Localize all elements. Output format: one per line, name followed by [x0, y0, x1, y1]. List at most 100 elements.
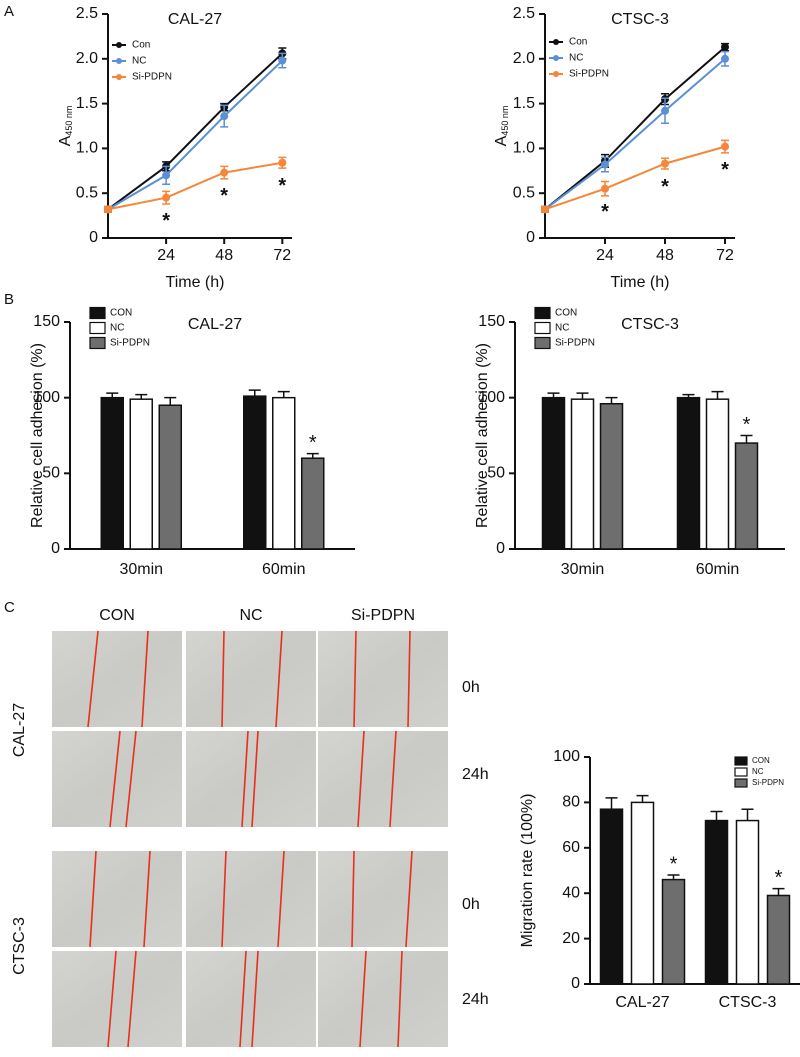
- error-bar: [248, 389, 261, 397]
- y-tick-label: 100: [33, 389, 60, 406]
- micrograph: [318, 851, 448, 947]
- legend-label: Si-PDPN: [132, 72, 172, 83]
- point: [541, 205, 549, 214]
- legend-swatch: [89, 306, 106, 320]
- point: [104, 205, 112, 214]
- wound-edge: [397, 950, 403, 1048]
- x-tick-label: 72: [273, 247, 291, 264]
- error-bar: [106, 392, 119, 398]
- point: [601, 160, 609, 169]
- point: [162, 193, 171, 202]
- error-bar: [667, 874, 680, 880]
- legend-label: CON: [752, 756, 770, 765]
- row-label: CAL-27: [11, 703, 28, 757]
- series-line: [107, 161, 283, 211]
- bar: [243, 395, 267, 550]
- significance-mark: *: [775, 867, 783, 889]
- y-tick-label: 1.0: [76, 140, 98, 157]
- micrograph: [186, 631, 316, 727]
- legend-swatch: [89, 321, 106, 335]
- wound-edge: [141, 630, 149, 728]
- bar: [705, 398, 730, 550]
- y-tick-label: 60: [562, 839, 580, 856]
- y-tick-label: 20: [562, 930, 580, 947]
- x-tick-label: 24: [157, 247, 175, 264]
- bar: [735, 819, 760, 985]
- micrograph: [186, 731, 316, 827]
- wound-edge: [109, 730, 121, 828]
- y-axis-label-main: A: [57, 135, 74, 146]
- wound-edge: [241, 730, 249, 828]
- bar: [158, 404, 182, 550]
- legend-swatch: [534, 306, 551, 320]
- legend-marker: [116, 42, 122, 48]
- x-axis-label: Time (h): [611, 274, 670, 291]
- y-tick-label: 150: [478, 313, 505, 330]
- bar: [734, 442, 759, 550]
- legend-label: Si-PDPN: [110, 338, 150, 349]
- wound-edge: [107, 950, 117, 1048]
- error-bar: [740, 434, 753, 444]
- significance-mark: *: [743, 414, 751, 436]
- point: [721, 142, 729, 151]
- x-tick-label: 24: [596, 247, 614, 264]
- bar: [129, 398, 153, 550]
- y-tick-label: 1.5: [513, 95, 535, 112]
- bar: [301, 457, 325, 550]
- error-bar: [135, 393, 148, 400]
- wound-edge: [353, 630, 357, 728]
- panel-label: B: [4, 291, 14, 308]
- y-tick-label: 1.0: [513, 140, 535, 157]
- y-axis-label: A450 nm: [57, 106, 74, 147]
- error-bar: [164, 396, 177, 406]
- y-tick-label: 0: [89, 229, 98, 246]
- column-label: Si-PDPN: [351, 607, 415, 624]
- wound-edge: [357, 730, 365, 828]
- wound-edge: [277, 850, 285, 948]
- y-axis-label: Migration rate (100%): [519, 794, 536, 948]
- chart-title: CAL-27: [188, 316, 242, 333]
- time-label: 0h: [462, 679, 480, 696]
- y-axis-label-main: A: [493, 135, 510, 146]
- chart-title: CAL-27: [168, 11, 222, 28]
- wound-edge: [127, 950, 137, 1048]
- wound-edge: [405, 850, 413, 948]
- y-tick-label: 1.5: [76, 95, 98, 112]
- chart-title: CTSC-3: [611, 11, 669, 28]
- y-tick-label: 150: [33, 313, 60, 330]
- wound-edge: [351, 850, 355, 948]
- y-tick-label: 0.5: [76, 184, 98, 201]
- micrograph: [186, 851, 316, 947]
- series-line: [107, 52, 283, 211]
- column-label: CON: [99, 607, 135, 624]
- error-bar: [277, 390, 290, 398]
- legend-marker: [553, 55, 559, 61]
- point: [278, 56, 287, 65]
- legend-marker: [553, 39, 559, 45]
- y-tick-label: 2.5: [513, 5, 535, 22]
- error-bar: [741, 808, 754, 821]
- legend-swatch: [89, 336, 106, 350]
- micrograph: [318, 951, 448, 1047]
- significance-mark: *: [670, 853, 678, 875]
- legend-marker: [553, 71, 559, 77]
- legend-label: CON: [555, 308, 577, 319]
- bar: [766, 894, 791, 985]
- legend-label: NC: [110, 323, 124, 334]
- x-tick-label: 60min: [262, 561, 306, 578]
- micrograph: [52, 951, 182, 1047]
- wound-edge: [359, 950, 367, 1048]
- significance-mark: *: [661, 176, 669, 198]
- significance-mark: *: [309, 432, 317, 454]
- bar: [630, 801, 655, 985]
- x-tick-label: 30min: [561, 561, 605, 578]
- y-tick-label: 100: [553, 748, 580, 765]
- error-bar: [636, 794, 649, 803]
- legend-label: Si-PDPN: [569, 69, 609, 80]
- legend-label: Con: [132, 40, 150, 51]
- panel-label: A: [4, 3, 14, 20]
- legend-swatch: [734, 778, 748, 788]
- y-axis-label: A450 nm: [493, 106, 510, 147]
- y-tick-label: 80: [562, 794, 580, 811]
- point: [162, 171, 171, 180]
